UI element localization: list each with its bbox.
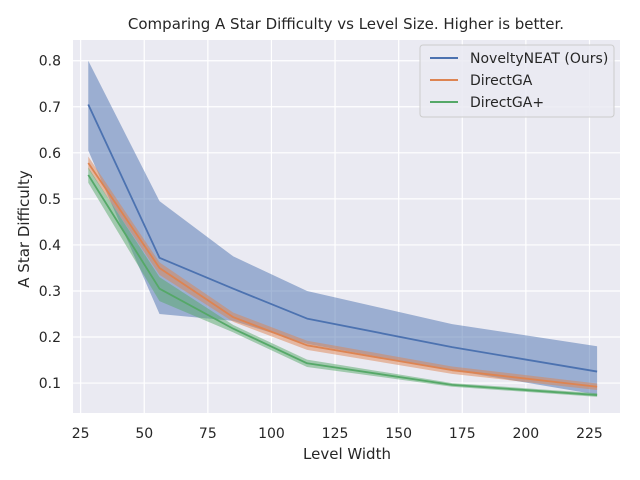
x-tick-label: 125 [322,426,349,442]
x-tick-label: 200 [512,426,539,442]
line-series-1 [87,104,598,373]
x-tick-label: 50 [135,426,153,442]
x-tick-label: 175 [449,426,476,442]
y-tick-label: 0.4 [39,238,61,254]
x-tick-label: 100 [258,426,285,442]
chart-title: Comparing A Star Difficulty vs Level Siz… [128,15,564,33]
legend-entry-3: DirectGA+ [470,95,544,111]
y-tick-label: 0.6 [39,146,61,162]
y-tick-label: 0.2 [39,330,61,346]
y-axis-label: A Star Difficulty [15,170,33,288]
y-tick-label: 0.3 [39,284,61,300]
x-tick-label: 150 [385,426,412,442]
y-tick-label: 0.5 [39,192,61,208]
y-tick-label: 0.1 [39,376,61,392]
legend-entry-2: DirectGA [470,73,533,89]
confidence-bands [88,60,598,397]
line-series-3 [87,174,598,396]
legend: NoveltyNEAT (Ours) DirectGA DirectGA+ [419,44,615,118]
legend-box [419,44,615,118]
tick-labels: 25 50 75 100 125 150 175 200 225 0.1 0.2 0.3 0.4 0.5 0… [39,54,603,442]
x-tick-label: 75 [199,426,217,442]
series-lines [87,104,598,396]
line-series-2 [87,162,598,388]
y-tick-label: 0.8 [39,54,61,70]
x-tick-label: 25 [72,426,90,442]
band-series-1 [88,60,598,395]
x-axis-label: Level Width [303,445,391,463]
legend-entry-1: NoveltyNEAT (Ours) [470,51,608,67]
y-tick-label: 0.7 [39,100,61,116]
x-tick-label: 225 [576,426,603,442]
